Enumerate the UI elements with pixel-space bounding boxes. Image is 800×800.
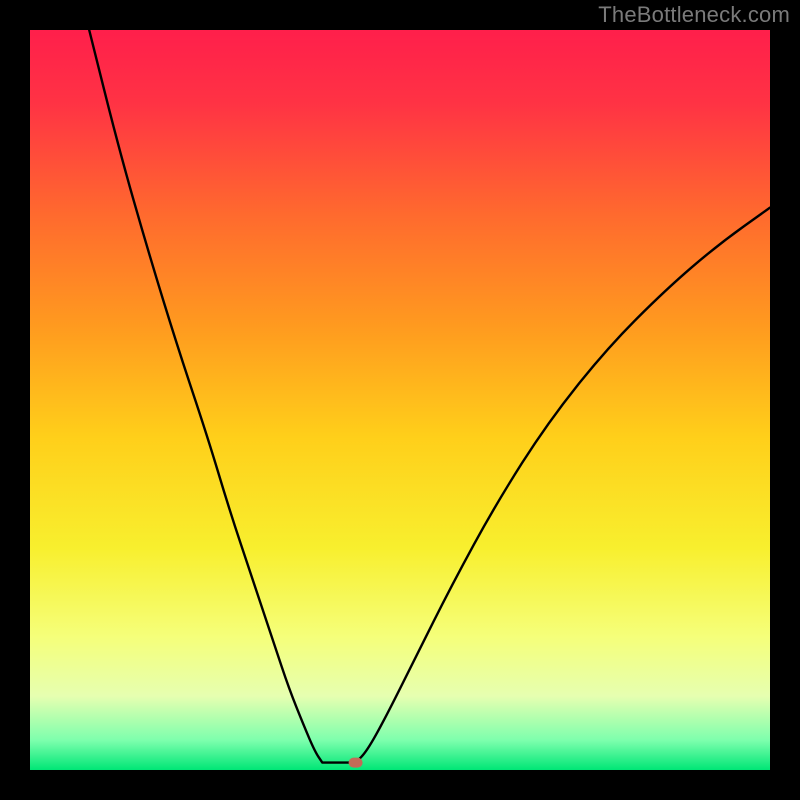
chart-container: TheBottleneck.com [0, 0, 800, 800]
chart-background-gradient [30, 30, 770, 770]
optimal-point-marker [349, 758, 363, 768]
bottleneck-chart [0, 0, 800, 800]
watermark-text: TheBottleneck.com [598, 2, 790, 28]
